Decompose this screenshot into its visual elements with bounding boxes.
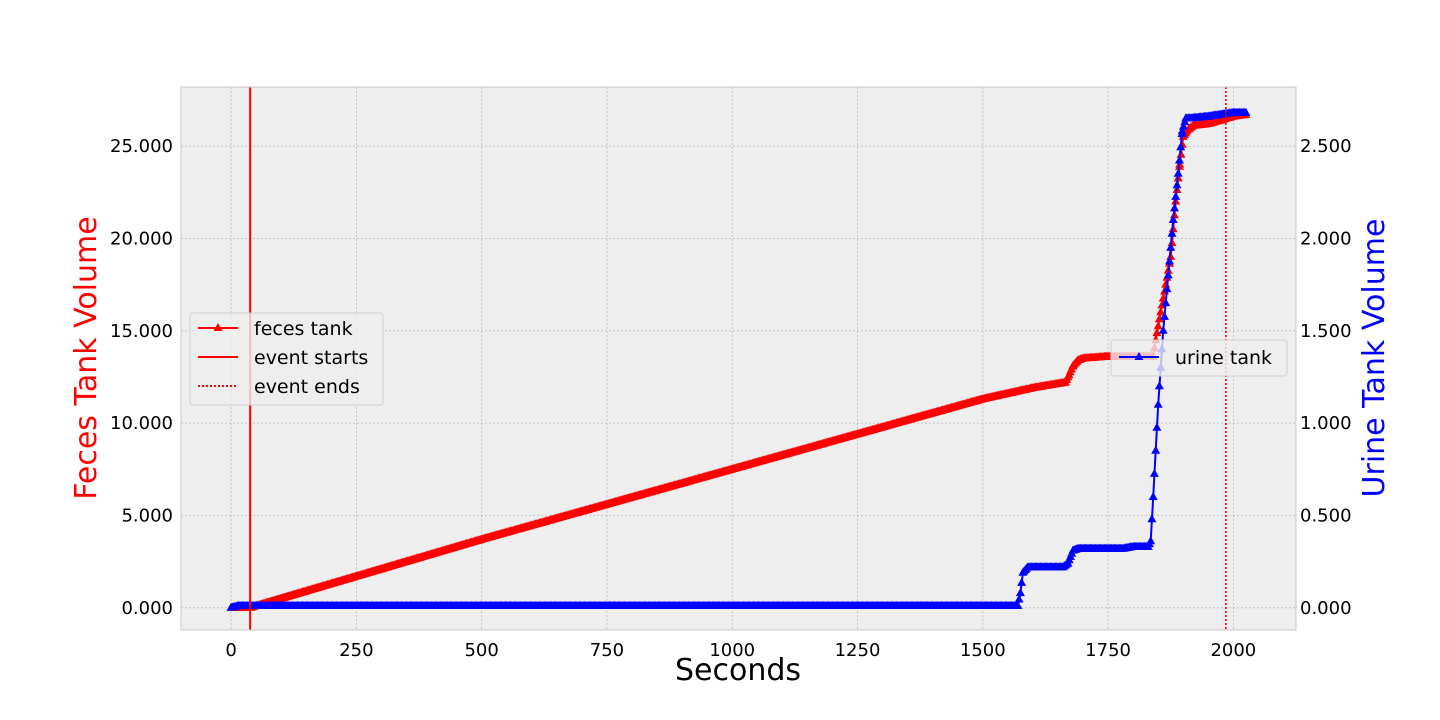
y-axis-left-label: Feces Tank Volume: [69, 216, 104, 499]
data-point: [1154, 381, 1164, 390]
data-point: [1173, 168, 1183, 177]
x-tick-label: 750: [590, 640, 624, 661]
data-point: [1165, 256, 1174, 265]
data-point: [1152, 328, 1162, 337]
legend-urine-label: urine tank: [1175, 347, 1272, 369]
y-right-tick-label: 0.000: [1300, 598, 1352, 619]
data-point: [1015, 588, 1025, 597]
x-tick-label: 1750: [1085, 640, 1131, 661]
data-point: [1152, 422, 1162, 431]
x-tick-label: 1250: [835, 640, 881, 661]
data-point: [1170, 203, 1179, 212]
data-point: [1013, 601, 1023, 609]
data-point: [1172, 180, 1182, 189]
y-left-tick-label: 10.000: [110, 413, 173, 434]
data-point: [1153, 399, 1163, 408]
legend-feces-marker: [213, 323, 223, 331]
data-point: [1162, 284, 1172, 293]
legend-event-starts-label: event starts: [254, 347, 368, 369]
data-point: [1149, 468, 1159, 477]
grid: [181, 87, 1296, 630]
data-point: [1146, 536, 1156, 545]
data-point: [1241, 107, 1251, 116]
data-point: [1167, 228, 1177, 237]
data-point: [1156, 307, 1166, 316]
data-point: [1171, 191, 1181, 200]
series-layer: [226, 107, 1251, 611]
x-tick-label: 0: [225, 640, 236, 661]
y-left-tick-label: 20.000: [110, 228, 173, 249]
data-point: [1158, 325, 1168, 334]
y-left-tick-label: 0.000: [121, 598, 173, 619]
x-tick-label: 1500: [960, 640, 1006, 661]
data-point: [1163, 270, 1173, 279]
data-point: [1161, 298, 1171, 307]
legend-left-frame: [189, 312, 384, 406]
data-point: [1175, 155, 1184, 164]
x-tick-label: 1000: [709, 640, 755, 661]
y-left-tick-label: 25.000: [110, 136, 173, 157]
x-tick-label: 500: [464, 640, 498, 661]
legend-event-ends-label: event ends: [254, 376, 360, 398]
data-point: [1151, 445, 1161, 454]
data-point: [1168, 215, 1178, 223]
data-point: [1176, 142, 1186, 151]
data-point: [1160, 311, 1169, 320]
legend-feces-label: feces tank: [254, 318, 353, 340]
y-left-tick-label: 15.000: [110, 321, 173, 342]
data-point: [1154, 314, 1164, 323]
y-right-tick-label: 2.000: [1300, 228, 1352, 249]
legend-right: urine tank: [1110, 339, 1288, 377]
data-point: [1017, 577, 1027, 586]
data-point: [1166, 242, 1176, 251]
x-axis-label: Seconds: [675, 653, 801, 688]
y-right-tick-label: 1.000: [1300, 413, 1352, 434]
data-point: [1179, 121, 1188, 130]
data-point: [1147, 514, 1157, 523]
data-point: [1148, 492, 1158, 500]
legend-left: feces tank event starts event ends: [189, 312, 384, 406]
y-right-tick-label: 0.500: [1300, 505, 1352, 526]
legend-right-frame: [1110, 339, 1288, 377]
y-right-tick-label: 1.500: [1300, 321, 1352, 342]
plot-frame: [180, 86, 1297, 631]
y-left-tick-label: 5.000: [121, 505, 173, 526]
data-point: [1157, 300, 1167, 309]
x-tick-label: 250: [339, 640, 373, 661]
data-point: [1014, 594, 1024, 603]
legend-urine-marker: [1134, 352, 1144, 360]
series-urine-tank: [226, 107, 1251, 611]
x-tick-label: 2000: [1210, 640, 1256, 661]
y-axis-right-label: Urine Tank Volume: [1357, 219, 1392, 498]
y-right-tick-label: 2.500: [1300, 136, 1352, 157]
data-point: [1153, 321, 1163, 330]
tick-labels: 0 250 500 750 1000 1250 1500 1750 2000 0.000 5.000…: [110, 136, 1352, 661]
data-point: [1177, 126, 1187, 135]
